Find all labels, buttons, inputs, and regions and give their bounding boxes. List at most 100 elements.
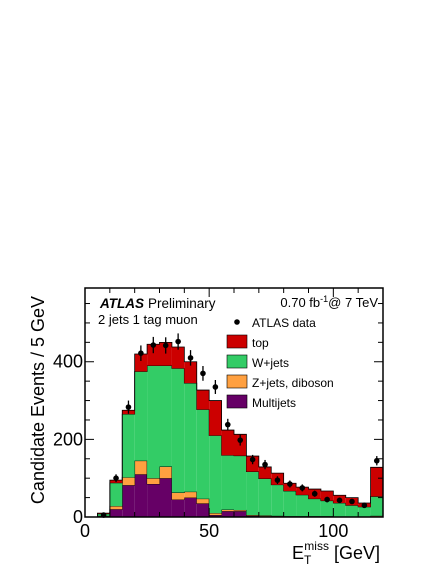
bar-multijets <box>196 503 210 517</box>
bar-w-jets <box>234 455 247 511</box>
data-point <box>200 370 206 377</box>
bar-w-jets <box>358 506 371 517</box>
bar-w-jets <box>147 365 160 479</box>
bar-w-jets <box>209 435 222 514</box>
legend-label: Multijets <box>252 396 296 410</box>
y-tick-label: 0 <box>73 507 83 527</box>
bar-w-jets <box>283 490 297 517</box>
data-point <box>150 342 157 348</box>
bar-w-jets <box>345 505 359 517</box>
bar-z-jets-diboson <box>184 491 197 498</box>
data-point <box>224 421 231 428</box>
bar-top <box>209 400 222 436</box>
bar-w-jets <box>258 478 272 516</box>
data-point <box>125 404 132 410</box>
x-axis-label: ETmiss [GeV] <box>292 539 380 564</box>
bar-multijets <box>171 499 185 517</box>
bar-z-jets-diboson <box>159 466 172 479</box>
bar-multijets <box>234 511 247 517</box>
lumi-exponent: -1 <box>320 294 328 304</box>
bar-multijets <box>159 478 172 517</box>
x-label-unit: [GeV] <box>334 543 380 563</box>
data-point <box>311 490 318 497</box>
bar-z-jets-diboson <box>171 492 185 500</box>
bar-top <box>258 466 272 479</box>
legend-label: top <box>252 336 269 350</box>
y-tick-label: 400 <box>53 352 83 372</box>
legend-marker-data <box>234 319 240 325</box>
data-point <box>175 338 181 345</box>
atlas-label: ATLAS Preliminary <box>99 296 216 311</box>
selection-label: 2 jets 1 tag muon <box>98 312 198 327</box>
x-label-sub: T <box>304 553 312 564</box>
bar-w-jets <box>320 500 334 517</box>
y-axis-label: Candidate Events / 5 GeV <box>28 296 48 504</box>
x-label-sup: miss <box>304 539 329 553</box>
bar-multijets <box>134 474 148 517</box>
bar-multijets <box>122 485 135 517</box>
bar-z-jets-diboson <box>221 509 234 512</box>
data-point <box>212 384 219 390</box>
legend: ATLAS data top W+jets Z+jets, diboson Multij… <box>226 316 334 410</box>
bar-top <box>147 344 160 366</box>
x-tick-label: 0 <box>80 521 90 541</box>
legend-swatch <box>226 354 248 369</box>
luminosity-label: 0.70 fb-1@ 7 TeV <box>280 294 378 310</box>
bar-top <box>370 467 383 497</box>
x-tick-label: 100 <box>318 521 348 541</box>
bar-w-jets <box>196 409 210 499</box>
legend-swatch <box>226 374 248 389</box>
bar-top <box>134 353 148 372</box>
legend-label: W+jets <box>252 356 289 370</box>
bar-top <box>196 390 210 410</box>
data-point <box>249 456 256 463</box>
outline-top <box>85 341 384 518</box>
bar-z-jets-diboson <box>122 477 135 486</box>
data-point <box>361 502 368 509</box>
data-point <box>113 475 119 481</box>
bar-z-jets-diboson <box>234 510 247 512</box>
data-point <box>187 355 194 361</box>
bar-w-jets <box>134 371 148 461</box>
data-point <box>237 437 244 443</box>
data-point <box>349 498 355 505</box>
legend-label: Z+jets, diboson <box>252 376 334 390</box>
bar-w-jets <box>271 484 284 516</box>
bar-z-jets-diboson <box>109 506 123 510</box>
plot-frame <box>84 287 384 518</box>
data-point <box>299 485 306 491</box>
preliminary-word: Preliminary <box>148 296 216 311</box>
x-tick-label: 50 <box>199 521 219 541</box>
bar-top <box>159 342 172 366</box>
tick-labels: 0 50 100 0 200 400 <box>53 352 348 541</box>
data-point <box>324 496 330 503</box>
data-point <box>138 350 144 357</box>
bar-w-jets <box>370 496 383 516</box>
bar-w-jets <box>308 498 321 517</box>
x-label-main: E <box>292 543 304 563</box>
data-point <box>162 342 169 349</box>
data-points <box>100 333 380 518</box>
bar-z-jets-diboson <box>209 513 222 516</box>
legend-swatch <box>226 394 248 409</box>
bar-multijets <box>184 497 197 517</box>
bar-w-jets <box>109 482 123 507</box>
bar-top <box>171 346 185 369</box>
bar-z-jets-diboson <box>147 478 160 485</box>
data-point <box>373 457 380 464</box>
bar-z-jets-diboson <box>196 498 210 504</box>
data-point <box>287 481 293 487</box>
bar-top <box>320 490 334 501</box>
data-point <box>262 461 268 468</box>
bar-w-jets <box>296 494 309 517</box>
bar-w-jets <box>171 368 185 493</box>
data-point <box>336 497 343 504</box>
bar-z-jets-diboson <box>134 460 148 475</box>
legend-label: ATLAS data <box>252 316 316 330</box>
bar-multijets <box>109 509 123 517</box>
bar-w-jets <box>333 503 346 517</box>
y-tick-label: 200 <box>53 429 83 449</box>
bar-multijets <box>221 511 234 517</box>
lumi-value: 0.70 fb <box>280 295 320 310</box>
